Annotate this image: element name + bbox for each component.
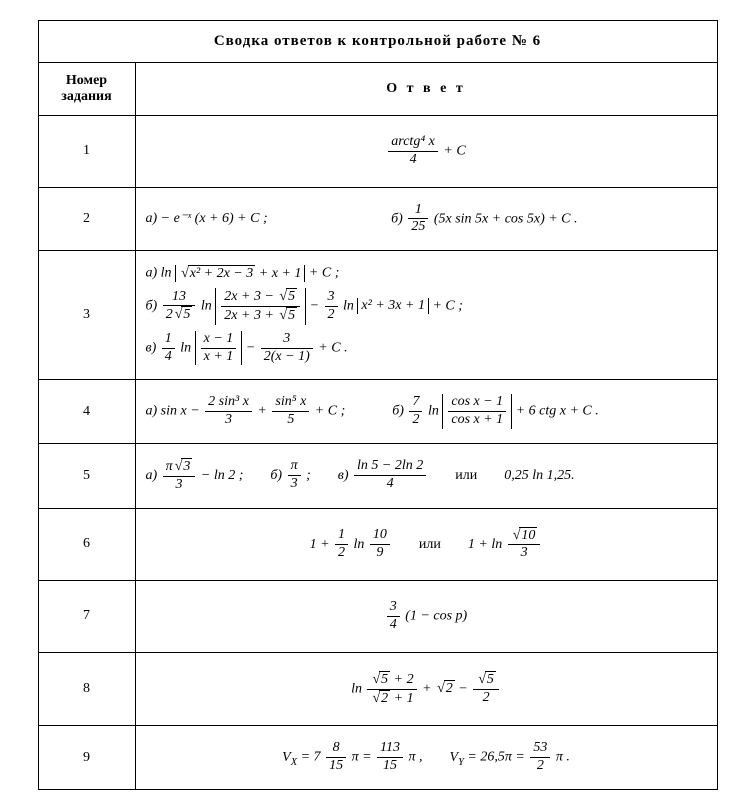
row-answer: а) sin x − 2 sin³ x 3 + sin⁵ x 5 + C ; б… [135,380,717,444]
table-row: 9 VX = 7 8 15 π = 113 15 π , VY = 26,5π … [38,726,717,790]
row-num: 8 [38,652,135,726]
row-num: 6 [38,508,135,581]
row-answer: а) π3 3 − ln 2 ; б) π 3 ; в) ln 5 − 2ln … [135,443,717,508]
table-title: Сводка ответов к контрольной работе № 6 [38,21,717,63]
row-answer: 1 + 1 2 ln 10 9 или 1 + ln 10 3 [135,508,717,581]
part-b: б) 1 25 (5x sin 5x + cos 5x) + C . [391,202,577,237]
part-a: а) − e⁻ˣ (x + 6) + C ; [146,210,268,227]
table-row: 4 а) sin x − 2 sin³ x 3 + sin⁵ x 5 + C ;… [38,380,717,444]
fraction: arctg⁴ x 4 [388,134,438,169]
part-v: в) 1 4 ln x − 1 x + 1 − 3 2(x − 1) + C . [146,331,707,366]
table-row: 8 ln 5 + 2 2 + 1 + 2 − 5 2 [38,652,717,726]
header-num: Номер задания [38,63,135,116]
row-num: 7 [38,581,135,653]
part-a: а) sin x − 2 sin³ x 3 + sin⁵ x 5 + C ; [146,394,346,429]
answer-table-container: Сводка ответов к контрольной работе № 6 … [38,20,718,790]
table-row: 6 1 + 1 2 ln 10 9 или 1 + ln 10 3 [38,508,717,581]
row-answer: VX = 7 8 15 π = 113 15 π , VY = 26,5π = … [135,726,717,790]
title-row: Сводка ответов к контрольной работе № 6 [38,21,717,63]
row-num: 2 [38,187,135,251]
part-b: б) 13 25 ln 2x + 3 − 5 2x + 3 + 5 − 3 2 … [146,288,707,325]
header-row: Номер задания О т в е т [38,63,717,116]
row-answer: arctg⁴ x 4 + C [135,116,717,188]
row-num: 1 [38,116,135,188]
row-answer: а) − e⁻ˣ (x + 6) + C ; б) 1 25 (5x sin 5… [135,187,717,251]
table-row: 5 а) π3 3 − ln 2 ; б) π 3 ; в) ln 5 − 2l… [38,443,717,508]
row-answer: а) ln x² + 2x − 3 + x + 1 + C ; б) 13 25… [135,251,717,380]
table-row: 7 3 4 (1 − cos p) [38,581,717,653]
answer-table: Сводка ответов к контрольной работе № 6 … [38,20,718,790]
part-a: а) ln x² + 2x − 3 + x + 1 + C ; [146,265,707,282]
table-row: 3 а) ln x² + 2x − 3 + x + 1 + C ; б) 13 … [38,251,717,380]
table-row: 1 arctg⁴ x 4 + C [38,116,717,188]
row-answer: 3 4 (1 − cos p) [135,581,717,653]
table-row: 2 а) − e⁻ˣ (x + 6) + C ; б) 1 25 (5x sin… [38,187,717,251]
row-answer: ln 5 + 2 2 + 1 + 2 − 5 2 [135,652,717,726]
row-num: 4 [38,380,135,444]
header-answer: О т в е т [135,63,717,116]
row-num: 5 [38,443,135,508]
part-b: б) 7 2 ln cos x − 1 cos x + 1 + 6 ctg x … [392,394,598,429]
row-num: 9 [38,726,135,790]
row-num: 3 [38,251,135,380]
